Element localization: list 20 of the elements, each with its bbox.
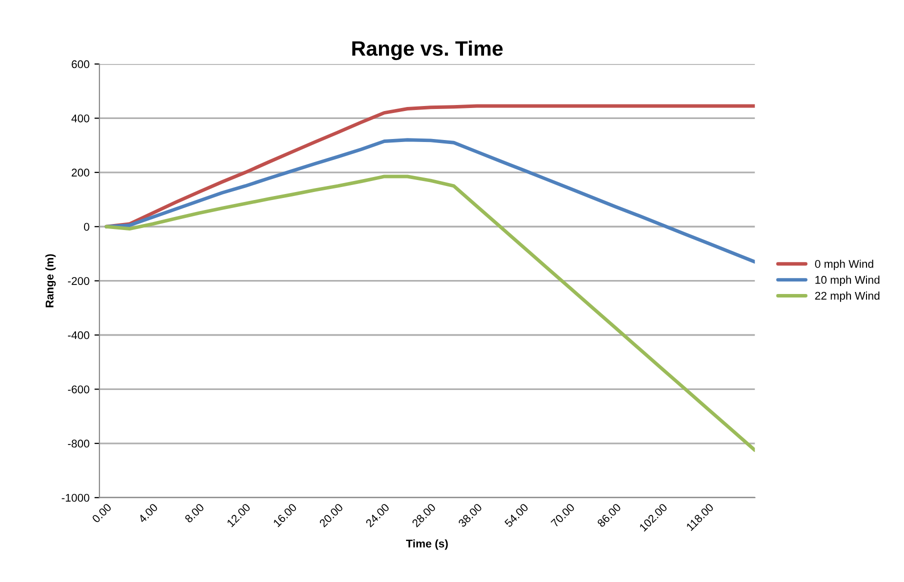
legend-label: 10 mph Wind <box>815 276 880 286</box>
y-tick-label: 600 <box>72 60 90 68</box>
legend-label: 0 mph Wind <box>815 260 874 270</box>
y-tick-label: 200 <box>72 168 90 177</box>
x-axis-title: Time (s) <box>406 539 448 550</box>
legend-label: 22 mph Wind <box>815 292 880 302</box>
y-tick-label: -400 <box>68 331 90 340</box>
y-tick-label: -1000 <box>62 494 90 502</box>
x-tick-label: 8.00 <box>184 502 204 524</box>
y-tick-label: 0 <box>84 222 90 231</box>
line-series <box>104 174 755 452</box>
y-tick-label: -600 <box>68 385 90 394</box>
y-tick-label: -800 <box>68 440 90 448</box>
y-axis-title: Range (m) <box>45 254 56 308</box>
y-tick-label: 400 <box>71 114 90 122</box>
y-tick-label: -200 <box>68 277 90 285</box>
x-tick-label: 0.00 <box>92 502 112 524</box>
x-tick-label: 4.00 <box>138 502 158 524</box>
line-series <box>104 138 755 264</box>
chart-title: Range vs. Time <box>352 40 503 60</box>
